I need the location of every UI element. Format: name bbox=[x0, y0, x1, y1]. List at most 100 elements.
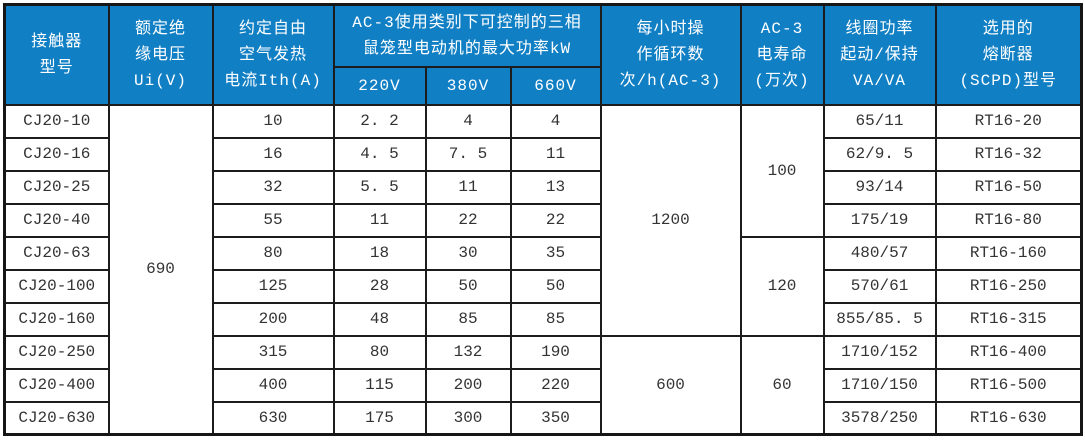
cell-ith: 55 bbox=[211, 202, 335, 238]
cell-power-660v: 220 bbox=[509, 367, 602, 403]
cell-power-220v: 115 bbox=[332, 367, 427, 403]
cell-life: 60 bbox=[739, 334, 825, 436]
table-row: CJ20-40 55 11 22 22 175/19 RT16-80 bbox=[3, 202, 1083, 238]
cell-power-220v: 11 bbox=[332, 202, 427, 238]
spec-table: 接触器 型号 额定绝 缘电压 Ui(V) 约定自由 空气发热 电流Ith(A) … bbox=[3, 3, 1083, 436]
cell-power-220v: 175 bbox=[332, 400, 427, 436]
table-header: 接触器 型号 额定绝 缘电压 Ui(V) 约定自由 空气发热 电流Ith(A) … bbox=[3, 3, 1083, 106]
cell-coil-power: 93/14 bbox=[822, 169, 937, 205]
cell-coil-power: 480/57 bbox=[822, 235, 937, 271]
cell-power-220v: 18 bbox=[332, 235, 427, 271]
cell-cycles: 600 bbox=[599, 334, 742, 436]
cell-power-220v: 5. 5 bbox=[332, 169, 427, 205]
cell-power-380v: 22 bbox=[424, 202, 512, 238]
cell-ith: 10 bbox=[211, 103, 335, 139]
cell-model: CJ20-63 bbox=[3, 235, 110, 271]
cell-ith: 200 bbox=[211, 301, 335, 337]
table-row: CJ20-250 315 80 132 190 600 60 1710/152 RT16-400 bbox=[3, 334, 1083, 436]
header-380v: 380V bbox=[424, 65, 512, 106]
table-body: CJ20-10 690 10 2. 2 4 4 1200 100 65/11 RT16-20 CJ2… bbox=[3, 103, 1083, 436]
header-ac3-electrical-life: AC-3 电寿命 (万次) bbox=[739, 3, 825, 106]
cell-power-380v: 7. 5 bbox=[424, 136, 512, 172]
table-row: CJ20-25 32 5. 5 11 13 93/14 RT16-50 bbox=[3, 169, 1083, 205]
cell-model: CJ20-400 bbox=[3, 367, 110, 403]
cell-power-660v: 35 bbox=[509, 235, 602, 271]
cell-cycles: 1200 bbox=[599, 103, 742, 337]
cell-power-220v: 80 bbox=[332, 334, 427, 370]
cell-power-660v: 190 bbox=[509, 334, 602, 370]
cell-model: CJ20-40 bbox=[3, 202, 110, 238]
header-row-top: 接触器 型号 额定绝 缘电压 Ui(V) 约定自由 空气发热 电流Ith(A) … bbox=[3, 3, 1083, 106]
cell-power-380v: 4 bbox=[424, 103, 512, 139]
cell-coil-power: 175/19 bbox=[822, 202, 937, 238]
cell-power-660v: 4 bbox=[509, 103, 602, 139]
cell-power-380v: 132 bbox=[424, 334, 512, 370]
cell-fuse: RT16-160 bbox=[934, 235, 1083, 271]
cell-fuse: RT16-32 bbox=[934, 136, 1083, 172]
header-fuse-type: 选用的 熔断器 (SCPD)型号 bbox=[934, 3, 1083, 106]
cell-power-660v: 50 bbox=[509, 268, 602, 304]
table-row: CJ20-16 16 4. 5 7. 5 11 62/9. 5 RT16-32 bbox=[3, 136, 1083, 172]
cell-coil-power: 65/11 bbox=[822, 103, 937, 139]
cell-ui: 690 bbox=[107, 103, 214, 436]
cell-power-380v: 50 bbox=[424, 268, 512, 304]
cell-power-220v: 4. 5 bbox=[332, 136, 427, 172]
cell-ith: 16 bbox=[211, 136, 335, 172]
cell-fuse: RT16-50 bbox=[934, 169, 1083, 205]
cell-coil-power: 1710/150 bbox=[822, 367, 937, 403]
cell-coil-power: 62/9. 5 bbox=[822, 136, 937, 172]
table-row: CJ20-400 400 115 200 220 1710/150 RT16-500 bbox=[3, 367, 1083, 403]
cell-model: CJ20-100 bbox=[3, 268, 110, 304]
cell-life: 120 bbox=[739, 235, 825, 337]
cell-power-660v: 350 bbox=[509, 400, 602, 436]
cell-ith: 125 bbox=[211, 268, 335, 304]
cell-power-380v: 30 bbox=[424, 235, 512, 271]
cell-power-220v: 28 bbox=[332, 268, 427, 304]
cell-power-380v: 85 bbox=[424, 301, 512, 337]
cell-fuse: RT16-630 bbox=[934, 400, 1083, 436]
cell-coil-power: 570/61 bbox=[822, 268, 937, 304]
cell-ith: 630 bbox=[211, 400, 335, 436]
cell-model: CJ20-16 bbox=[3, 136, 110, 172]
cell-model: CJ20-25 bbox=[3, 169, 110, 205]
cell-power-220v: 48 bbox=[332, 301, 427, 337]
cell-power-660v: 13 bbox=[509, 169, 602, 205]
header-ac3-max-power: AC-3使用类别下可控制的三相 鼠笼型电动机的最大功率kW bbox=[332, 3, 602, 68]
cell-fuse: RT16-80 bbox=[934, 202, 1083, 238]
cell-power-220v: 2. 2 bbox=[332, 103, 427, 139]
cell-ith: 80 bbox=[211, 235, 335, 271]
header-contactor-model: 接触器 型号 bbox=[3, 3, 110, 106]
cell-ith: 400 bbox=[211, 367, 335, 403]
table-row: CJ20-100 125 28 50 50 570/61 RT16-250 bbox=[3, 268, 1083, 304]
cell-coil-power: 855/85. 5 bbox=[822, 301, 937, 337]
cell-power-380v: 300 bbox=[424, 400, 512, 436]
cell-ith: 32 bbox=[211, 169, 335, 205]
cell-model: CJ20-160 bbox=[3, 301, 110, 337]
cell-power-380v: 200 bbox=[424, 367, 512, 403]
cell-coil-power: 1710/152 bbox=[822, 334, 937, 370]
cell-power-660v: 11 bbox=[509, 136, 602, 172]
cell-fuse: RT16-315 bbox=[934, 301, 1083, 337]
cell-coil-power: 3578/250 bbox=[822, 400, 937, 436]
cell-power-380v: 11 bbox=[424, 169, 512, 205]
header-row-sub: 220V 380V 660V bbox=[5, 65, 1082, 106]
table-row: CJ20-630 630 175 300 350 3578/250 RT16-630 bbox=[3, 400, 1083, 436]
header-coil-power: 线圈功率 起动/保持 VA/VA bbox=[822, 3, 937, 106]
cell-fuse: RT16-250 bbox=[934, 268, 1083, 304]
cell-model: CJ20-250 bbox=[3, 334, 110, 370]
cell-power-660v: 22 bbox=[509, 202, 602, 238]
cell-model: CJ20-630 bbox=[3, 400, 110, 436]
cell-fuse: RT16-20 bbox=[934, 103, 1083, 139]
table-row: CJ20-63 80 18 30 35 120 480/57 RT16-160 bbox=[3, 235, 1083, 337]
table-row: CJ20-160 200 48 85 85 855/85. 5 RT16-315 bbox=[3, 301, 1083, 337]
cell-fuse: RT16-400 bbox=[934, 334, 1083, 370]
cell-model: CJ20-10 bbox=[3, 103, 110, 139]
cell-fuse: RT16-500 bbox=[934, 367, 1083, 403]
header-thermal-current: 约定自由 空气发热 电流Ith(A) bbox=[211, 3, 335, 106]
table-row: CJ20-10 690 10 2. 2 4 4 1200 100 65/11 RT16-20 bbox=[3, 103, 1083, 436]
header-operating-cycles: 每小时操 作循环数 次/h(AC-3) bbox=[599, 3, 742, 106]
cell-power-660v: 85 bbox=[509, 301, 602, 337]
header-660v: 660V bbox=[509, 65, 602, 106]
header-rated-insulation-voltage: 额定绝 缘电压 Ui(V) bbox=[107, 3, 214, 106]
